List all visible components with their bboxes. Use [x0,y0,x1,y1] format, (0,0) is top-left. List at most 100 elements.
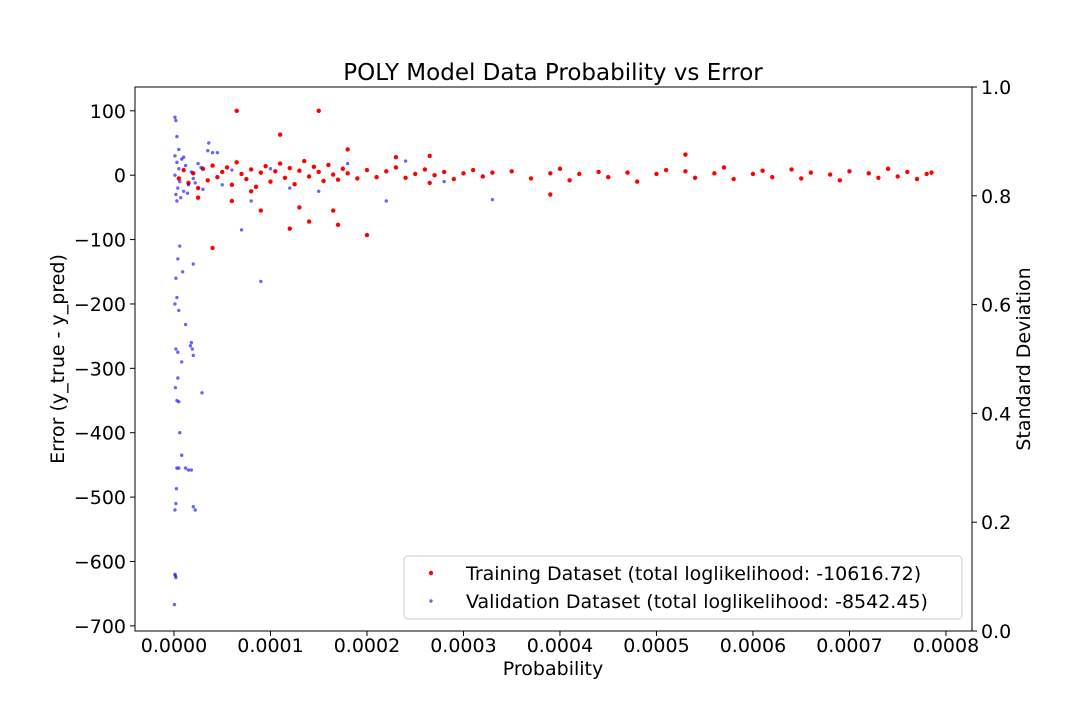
y-tick-label: −600 [74,551,126,573]
point [173,508,177,512]
point [178,179,182,184]
point [195,195,201,200]
point [895,174,900,179]
point [837,178,843,183]
point [177,308,181,313]
point [606,174,611,180]
point [427,153,432,159]
point [306,174,312,179]
point [188,344,193,348]
point [178,244,182,248]
point [183,466,188,470]
point [731,176,736,182]
x-tick-label: 0.0000 [141,635,207,657]
point [321,178,326,184]
x-tick-label: 0.0007 [816,635,882,657]
point [176,350,180,354]
point [234,160,239,165]
point [249,199,253,203]
y-tick-label: −300 [74,358,126,380]
point [175,199,179,203]
point [230,168,234,172]
point [177,147,181,152]
point [178,431,182,435]
point [663,167,669,173]
y-axis-label: Error (y_true - y_pred) [47,254,69,464]
point [548,171,553,176]
legend-label: Training Dataset (total loglikelihood: -… [465,563,921,585]
point [384,169,389,174]
legend-marker [428,570,434,576]
point [345,147,350,152]
point [451,176,457,182]
point [215,174,220,180]
point [173,385,178,390]
point [180,270,185,274]
point [596,169,601,175]
point [224,165,230,170]
point [180,453,184,457]
point [206,149,210,153]
point [364,167,370,173]
point [442,179,446,184]
point [259,279,263,284]
point [316,169,321,175]
point [253,184,259,189]
point [220,169,225,175]
point [799,176,804,181]
point [258,170,264,175]
point [189,468,194,472]
point [297,205,302,210]
legend-box [403,555,963,620]
point [179,196,183,200]
point [248,167,254,172]
y2-tick-label: 0.8 [981,186,1011,208]
point [306,219,312,224]
point [200,391,204,395]
point [432,172,437,178]
point [384,199,388,203]
point [770,174,775,180]
point [924,171,929,177]
point [827,172,833,177]
point [175,295,179,300]
point [548,192,553,197]
point [210,150,215,155]
point [186,183,191,187]
point [567,178,572,183]
point [268,167,273,171]
point [335,177,341,182]
point [180,360,184,364]
point [345,161,350,166]
point [173,115,177,119]
point [654,171,659,177]
y2-tick-label: 0.6 [981,295,1011,317]
point [239,228,244,232]
point [186,468,191,472]
point [215,150,220,155]
point [191,176,195,181]
point [172,602,177,607]
y-tick-label: −400 [74,423,126,445]
point [183,163,188,168]
y2-tick-label: 0.4 [981,403,1011,425]
y-tick-label: −200 [74,294,126,316]
point [229,182,235,188]
point [174,276,178,280]
point [326,162,331,168]
point [268,179,273,184]
point [331,172,336,177]
point [181,167,186,173]
point [277,161,283,166]
plot-frame [134,86,973,632]
point [364,232,370,238]
point [244,176,249,182]
point [175,134,179,139]
y2-tick-label: 1.0 [981,77,1011,99]
point [191,262,195,266]
point [173,573,178,578]
point [866,171,871,176]
point [302,158,307,164]
point [193,508,197,512]
